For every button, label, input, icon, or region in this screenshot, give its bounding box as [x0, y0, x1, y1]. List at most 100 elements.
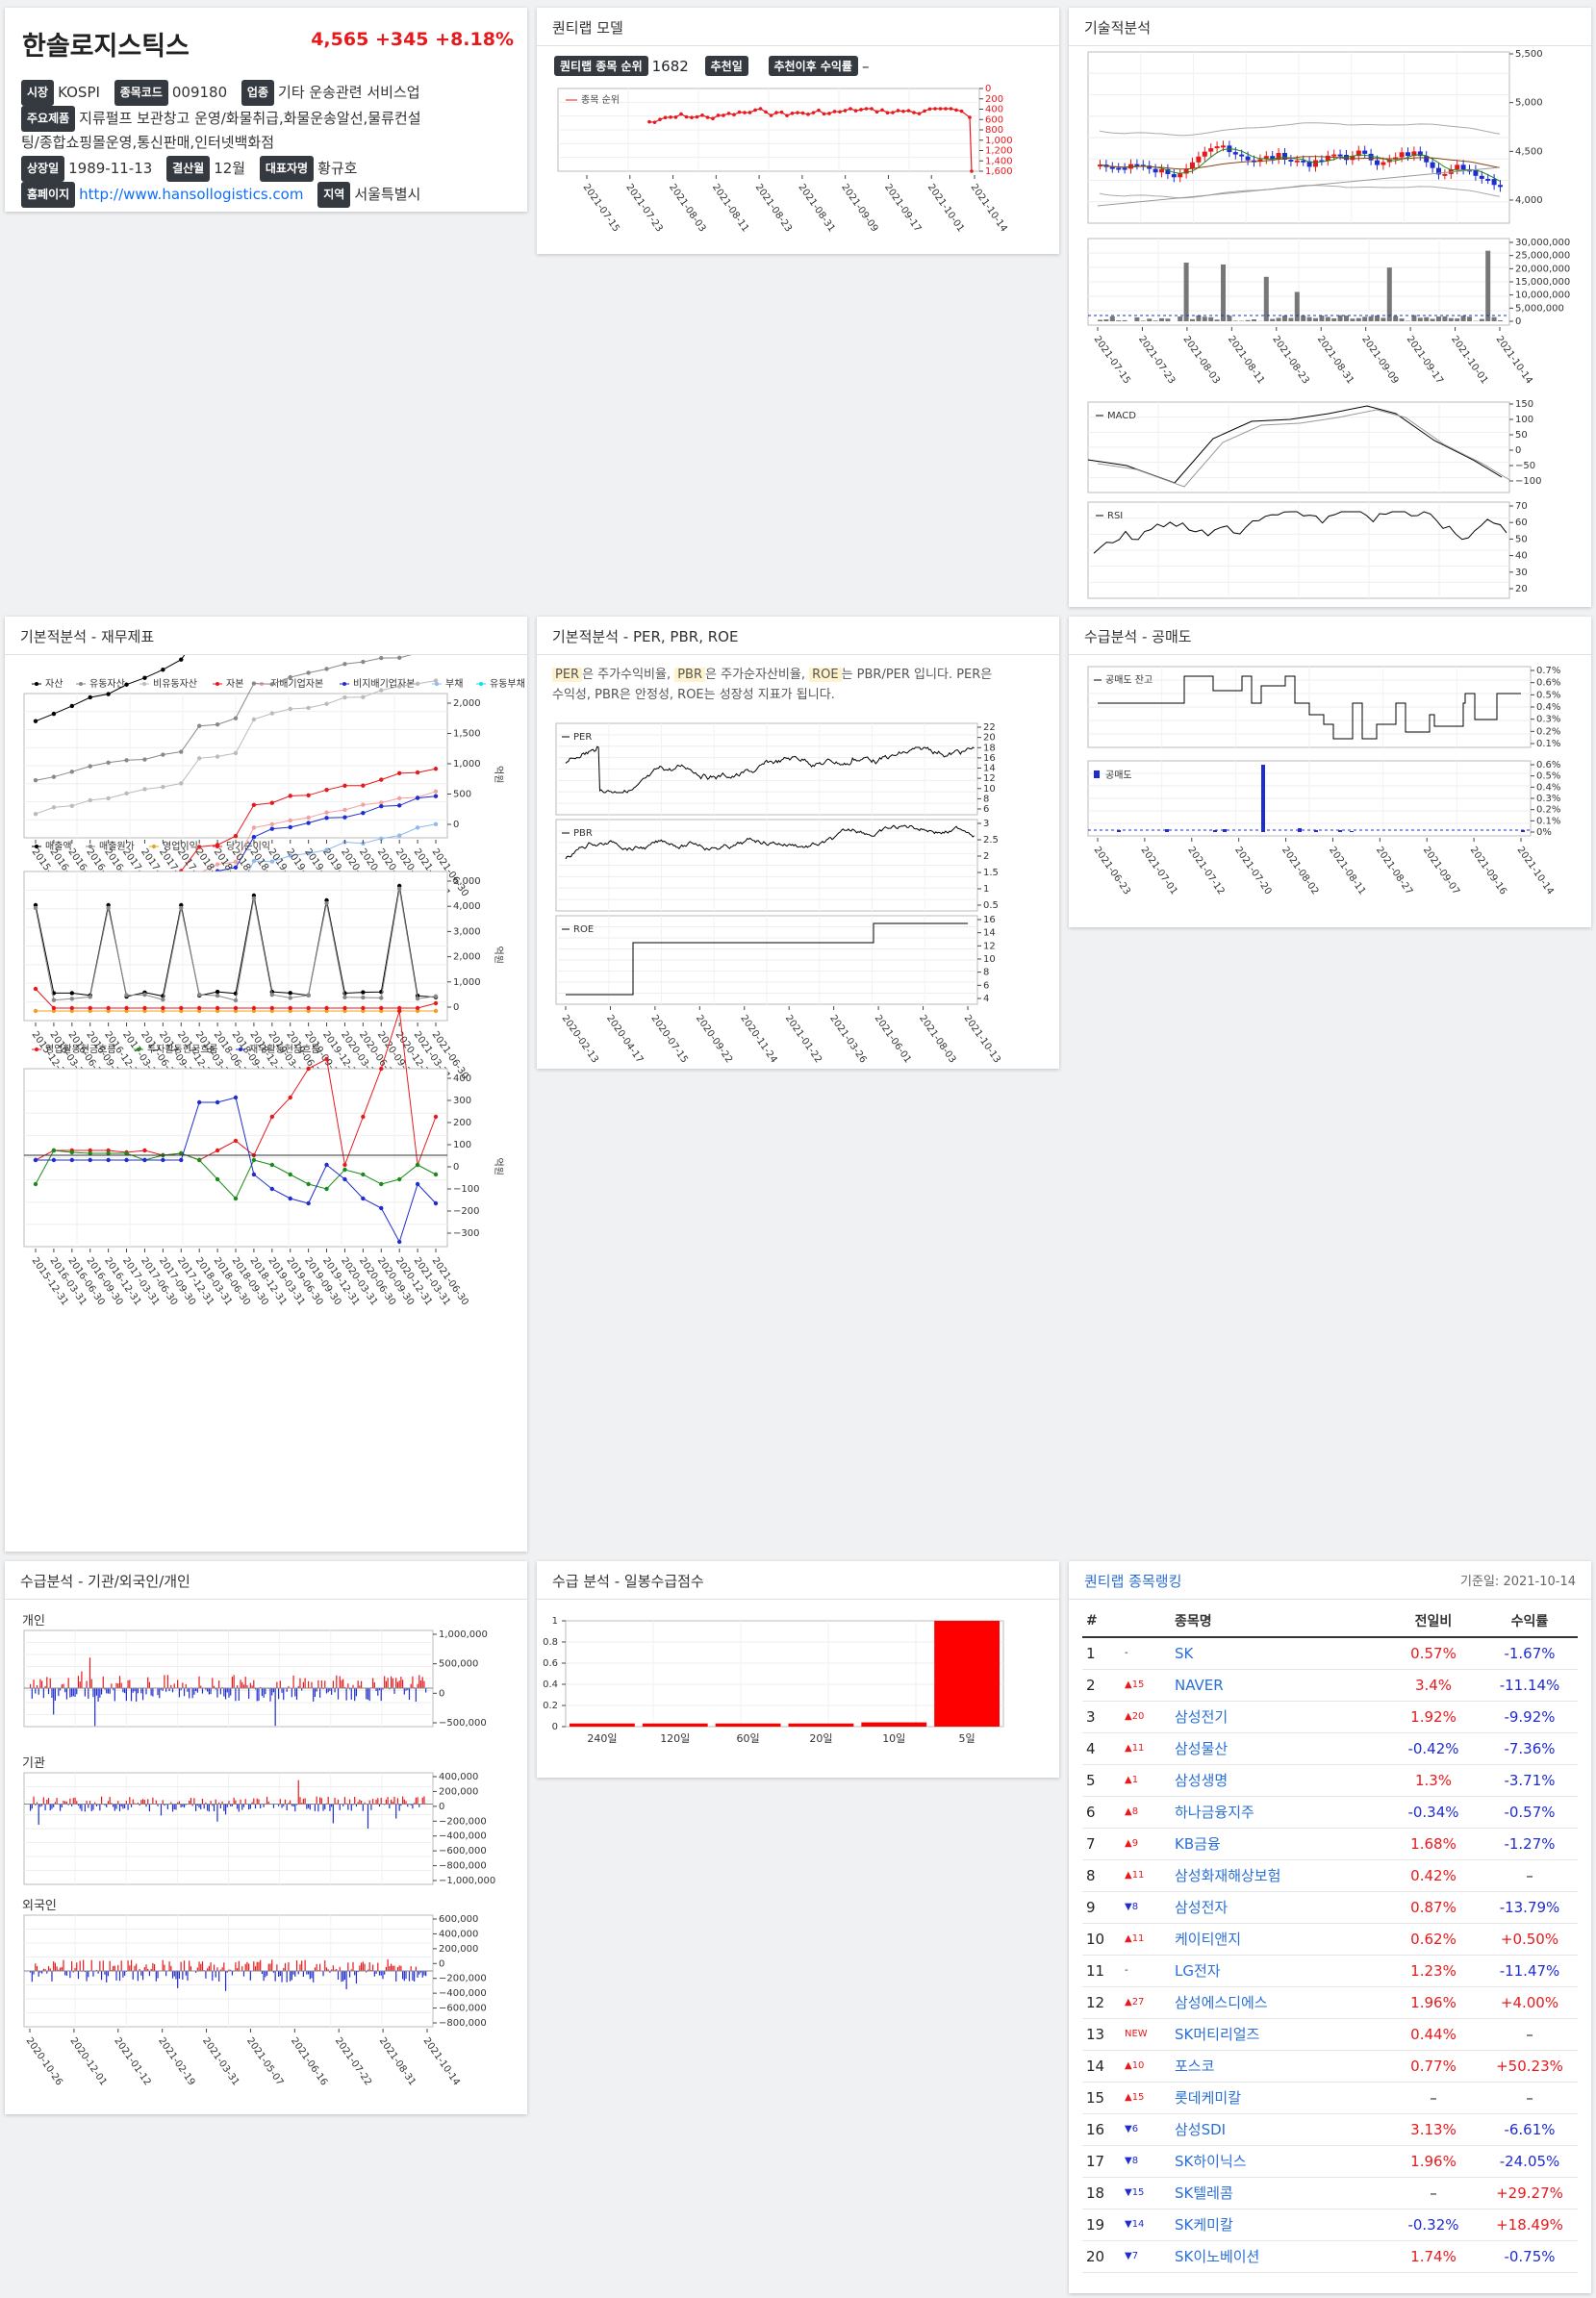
- institution-flow-bar: [152, 1797, 154, 1805]
- institution-flow-bar: [38, 1804, 39, 1825]
- rank-stock-name[interactable]: 삼성물산: [1171, 1732, 1385, 1765]
- rank-stock-name[interactable]: LG전자: [1171, 1955, 1385, 1987]
- quant-rank-point: [827, 112, 831, 115]
- rank-stock-name[interactable]: 롯데케미칼: [1171, 2082, 1385, 2114]
- pbr-y-tick-label: 1.5: [983, 868, 999, 878]
- rank-stock-name[interactable]: 포스코: [1171, 2050, 1385, 2083]
- individual-flow-bar: [342, 1679, 344, 1688]
- rank-stock-name[interactable]: 삼성전기: [1171, 1701, 1385, 1733]
- fin-assets-point: [306, 793, 311, 797]
- individual-flow-bar: [256, 1688, 258, 1702]
- fin-cashflow-point: [379, 1066, 384, 1072]
- rank-stock-name[interactable]: 삼성SDI: [1171, 2113, 1385, 2146]
- fin-cashflow-point: [396, 1008, 402, 1014]
- volume-bar: [1368, 316, 1374, 321]
- individual-flow-bar: [213, 1685, 215, 1688]
- institution-flow-bar: [134, 1803, 136, 1805]
- ranking-row[interactable]: 14 ▲10 포스코 0.77% +50.23%: [1082, 2050, 1578, 2083]
- tech-x-tick-label: 2021-07-23: [1136, 334, 1177, 386]
- rank-stock-name[interactable]: 삼성전자: [1171, 1891, 1385, 1924]
- candle: [1116, 167, 1122, 170]
- volume-y-tick-label: 10,000,000: [1515, 290, 1570, 301]
- individual-flow-bar: [64, 1688, 66, 1693]
- rsi-y-tick-label: 40: [1515, 551, 1528, 562]
- quant-rank-point: [806, 113, 810, 116]
- ranking-row[interactable]: 15 ▲15 롯데케미칼 – –: [1082, 2082, 1578, 2114]
- ranking-row[interactable]: 18 ▼15 SK텔레콤 – +29.27%: [1082, 2177, 1578, 2210]
- fin-assets-point: [161, 752, 165, 757]
- individual-flow-bar: [272, 1688, 275, 1693]
- fin-assets-point: [361, 694, 366, 699]
- rank-stock-name[interactable]: 삼성화재해상보험: [1171, 1859, 1385, 1892]
- foreign-flow-bar: [253, 1961, 255, 1971]
- foreign-flow-bar: [322, 1971, 324, 1977]
- foreign-flow-bar: [30, 1971, 32, 1973]
- ranking-row[interactable]: 12 ▲27 삼성에스디에스 1.96% +4.00%: [1082, 1986, 1578, 2019]
- individual-flow-bar: [185, 1683, 187, 1688]
- ranking-title[interactable]: 퀀티랩 종목랭킹: [1084, 1573, 1182, 1590]
- rank-stock-name[interactable]: 삼성생명: [1171, 1764, 1385, 1797]
- rank-stock-name[interactable]: KB금융: [1171, 1828, 1385, 1860]
- fin3-legend-swatch-dot: [35, 1048, 38, 1051]
- ranking-row[interactable]: 5 ▲1 삼성생명 1.3% -3.71%: [1082, 1764, 1578, 1797]
- fin-income-point: [433, 1000, 439, 1006]
- rank-return: -11.14%: [1482, 1669, 1578, 1702]
- rank-stock-name[interactable]: SK케미칼: [1171, 2209, 1385, 2241]
- ranking-row[interactable]: 19 ▼14 SK케미칼 -0.32% +18.49%: [1082, 2209, 1578, 2241]
- homepage-link[interactable]: http://www.hansollogistics.com: [79, 186, 304, 203]
- ranking-row[interactable]: 13 NEW SK머티리얼즈 0.44% –: [1082, 2018, 1578, 2051]
- individual-flow-bar: [320, 1679, 322, 1688]
- institution-flow-bar: [148, 1804, 151, 1812]
- rank-move: ▲15: [1121, 1669, 1171, 1702]
- candle: [1109, 166, 1115, 169]
- volume-bar: [1460, 316, 1466, 321]
- rank-stock-name[interactable]: SK이노베이션: [1171, 2240, 1385, 2273]
- ranking-row[interactable]: 8 ▲11 삼성화재해상보험 0.42% –: [1082, 1859, 1578, 1892]
- institution-flow-y-tick-label: −1,000,000: [439, 1876, 495, 1886]
- rank-stock-name[interactable]: 하나금융지주: [1171, 1796, 1385, 1829]
- foreign-flow-bar: [267, 1963, 269, 1971]
- rank-stock-name[interactable]: NAVER: [1171, 1669, 1385, 1702]
- ranking-row[interactable]: 9 ▼8 삼성전자 0.87% -13.79%: [1082, 1891, 1578, 1924]
- ranking-row[interactable]: 6 ▲8 하나금융지주 -0.34% -0.57%: [1082, 1796, 1578, 1829]
- quant-rank-point: [874, 110, 879, 114]
- ranking-row[interactable]: 4 ▲11 삼성물산 -0.42% -7.36%: [1082, 1732, 1578, 1765]
- individual-flow-bar: [283, 1688, 285, 1701]
- ranking-row[interactable]: 3 ▲20 삼성전기 1.92% -9.92%: [1082, 1701, 1578, 1733]
- rank-stock-name[interactable]: 삼성에스디에스: [1171, 1986, 1385, 2019]
- products-tag: 주요제품: [21, 106, 76, 132]
- foreign-flow-bar: [408, 1971, 411, 1982]
- institution-flow-bar: [143, 1800, 145, 1805]
- fiscal-value: 12월: [214, 160, 246, 177]
- individual-flow-bar: [95, 1688, 97, 1696]
- ranking-row[interactable]: 20 ▼7 SK이노베이션 1.74% -0.75%: [1082, 2240, 1578, 2273]
- institution-flow-bar: [36, 1802, 38, 1805]
- ranking-row[interactable]: 1- SK 0.57% -1.67%: [1082, 1637, 1578, 1670]
- ranking-row[interactable]: 17 ▼8 SK하이닉스 1.96% -24.05%: [1082, 2145, 1578, 2178]
- fin1-legend-label: 지배기업자본: [270, 677, 323, 690]
- fin-assets-y-tick-label: 2,000: [453, 698, 481, 709]
- individual-flow-bar: [61, 1684, 63, 1688]
- rank-stock-name[interactable]: SK: [1171, 1637, 1385, 1670]
- rsi-y-tick-label: 30: [1515, 568, 1528, 578]
- rank-stock-name[interactable]: SK텔레콤: [1171, 2177, 1385, 2210]
- tech-x-tick-label: 2021-10-14: [1494, 334, 1534, 386]
- rank-stock-name[interactable]: 케이티앤지: [1171, 1923, 1385, 1956]
- daily-score-chart: 1 0.8 0.6 0.4 0.2 0 240일 120일 60일 20일 10일 5일: [543, 1616, 1004, 1745]
- ranking-row[interactable]: 7 ▲9 KB금융 1.68% -1.27%: [1082, 1828, 1578, 1860]
- rank-stock-name[interactable]: SK머티리얼즈: [1171, 2018, 1385, 2051]
- rank-no: 15: [1082, 2082, 1121, 2114]
- ranking-row[interactable]: 16 ▼6 삼성SDI 3.13% -6.61%: [1082, 2113, 1578, 2146]
- rank-move: ▲11: [1121, 1923, 1171, 1956]
- rank-stock-name[interactable]: SK하이닉스: [1171, 2145, 1385, 2178]
- foreign-flow-bar: [387, 1959, 389, 1971]
- volume-bar: [1214, 319, 1220, 321]
- institution-flow-bar: [260, 1804, 262, 1809]
- ranking-row[interactable]: 11- LG전자 1.23% -11.47%: [1082, 1955, 1578, 1987]
- investor-x-tick-label: 2021-02-19: [156, 2035, 196, 2087]
- ranking-row[interactable]: 10 ▲11 케이티앤지 0.62% +0.50%: [1082, 1923, 1578, 1956]
- quant-rank-point: [968, 115, 972, 119]
- daily-score-bar: [788, 1723, 854, 1727]
- ranking-row[interactable]: 2 ▲15 NAVER 3.4% -11.14%: [1082, 1669, 1578, 1702]
- fin-assets-point: [288, 674, 292, 680]
